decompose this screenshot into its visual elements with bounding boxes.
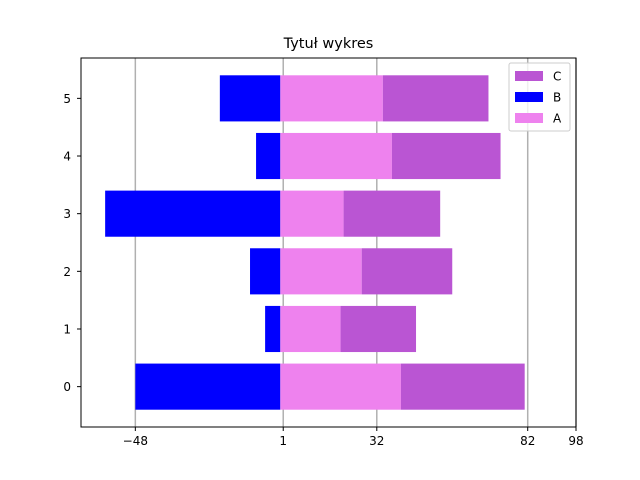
bar-B-5 [219, 75, 281, 122]
legend-swatch-A [515, 113, 543, 123]
x-tick-label-3: 82 [520, 434, 535, 448]
y-axis: 0 1 2 3 4 5 [63, 92, 81, 394]
bar-C-4 [391, 132, 501, 180]
bar-A-2 [280, 248, 362, 295]
y-tick-label-2: 2 [63, 265, 71, 279]
bar-A-4 [280, 132, 392, 180]
x-tick-label-4: 98 [568, 434, 583, 448]
bar-C-3 [343, 190, 441, 237]
legend-label-B: B [553, 91, 561, 105]
chart-title: Tytuł wykres [283, 36, 374, 52]
bar-C-1 [340, 305, 417, 353]
legend-label-C: C [553, 70, 561, 84]
bar-A-3 [280, 190, 344, 237]
bar-B-0 [135, 363, 281, 410]
bars [105, 75, 525, 410]
bar-A-1 [280, 305, 341, 353]
x-tick-label-1: 1 [279, 434, 287, 448]
bar-C-0 [400, 363, 525, 410]
plot-frame [80, 57, 577, 428]
bar-C-2 [361, 248, 453, 295]
x-tick-label-0: −48 [123, 434, 148, 448]
bar-A-5 [280, 75, 383, 122]
bar-B-4 [256, 132, 281, 180]
bar-C-5 [382, 75, 489, 122]
bar-A-0 [280, 363, 401, 410]
legend: CBA [508, 62, 571, 132]
bar-B-3 [105, 190, 281, 237]
y-tick-label-0: 0 [63, 380, 71, 394]
y-tick-label-1: 1 [63, 322, 71, 336]
legend-swatch-B [515, 92, 543, 102]
legend-swatch-C [515, 71, 543, 81]
x-axis: −48 1 32 82 98 [123, 427, 584, 448]
y-tick-label-4: 4 [63, 150, 71, 164]
legend-label-A: A [553, 112, 562, 126]
bar-B-1 [265, 305, 281, 353]
x-tick-label-2: 32 [369, 434, 384, 448]
y-tick-label-5: 5 [63, 92, 71, 106]
y-tick-label-3: 3 [63, 207, 71, 221]
bar-B-2 [250, 248, 281, 295]
